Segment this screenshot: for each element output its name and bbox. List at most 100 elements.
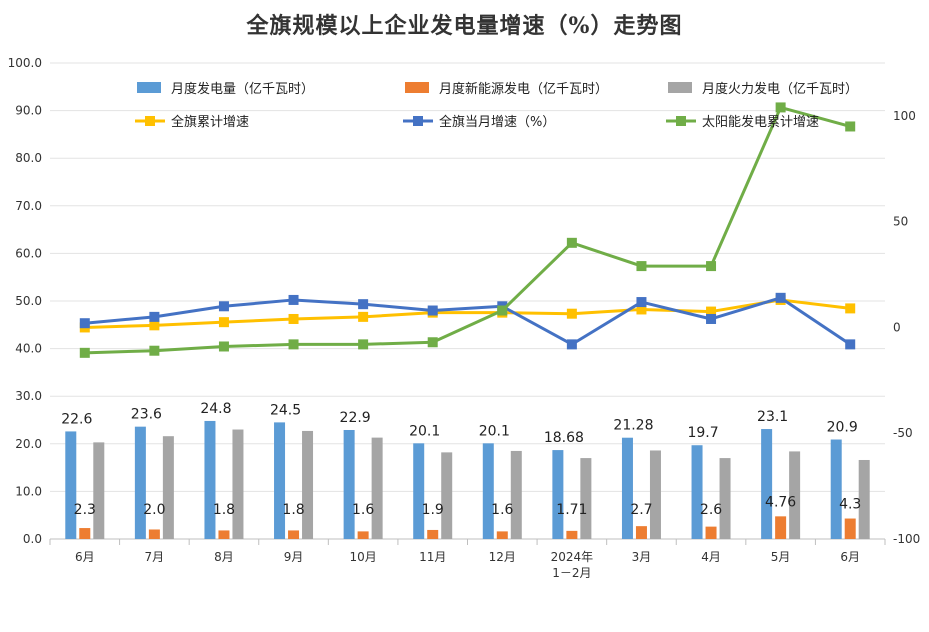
x-axis-tick-label: 5月	[771, 550, 791, 564]
point-marker	[636, 304, 647, 315]
x-axis-tick-label: 3月	[632, 550, 652, 564]
bar	[427, 529, 439, 539]
data-label: 2.3	[74, 502, 96, 518]
bar	[621, 437, 633, 539]
bar	[775, 516, 787, 539]
bar	[218, 530, 230, 539]
bar	[649, 450, 661, 539]
legend-label: 全旗累计增速	[171, 114, 249, 130]
legend-label: 太阳能发电累计增速	[702, 114, 819, 130]
bar	[148, 529, 160, 539]
point-marker	[566, 339, 577, 350]
right-axis-tick-label: 0	[893, 320, 901, 334]
legend-marker	[145, 116, 155, 126]
left-axis-tick-label: 90.0	[15, 104, 42, 118]
data-label: 24.5	[270, 402, 301, 418]
bar	[134, 426, 146, 539]
point-marker	[149, 311, 160, 322]
bar	[357, 531, 369, 539]
x-axis-tick-label: 11月	[419, 550, 446, 564]
series-line	[84, 105, 851, 355]
data-label: 1.9	[422, 502, 444, 518]
bar	[79, 528, 91, 539]
left-axis-tick-label: 40.0	[15, 342, 42, 356]
point-marker	[79, 318, 90, 329]
bar	[288, 530, 300, 539]
x-axis-tick-label: 6月	[840, 550, 860, 564]
data-label: 21.28	[613, 418, 653, 434]
bar	[232, 429, 244, 539]
data-label: 22.9	[340, 410, 371, 426]
point-marker	[149, 345, 160, 356]
bar	[274, 422, 286, 539]
bar	[844, 518, 856, 539]
bar	[302, 430, 314, 539]
chart-title: 全旗规模以上企业发电量增速（%）走势图	[246, 13, 683, 39]
data-label: 1.8	[282, 502, 304, 518]
x-axis-tick-label: 2024年	[551, 550, 594, 564]
bar	[510, 450, 522, 539]
point-marker	[288, 294, 299, 305]
bar	[441, 452, 453, 539]
left-axis-tick-label: 70.0	[15, 199, 42, 213]
x-axis-tick-label: 12月	[489, 550, 516, 564]
bar	[830, 439, 842, 539]
legend-swatch	[405, 82, 429, 93]
point-marker	[845, 121, 856, 132]
data-label: 18.68	[544, 430, 584, 446]
legend-label: 全旗当月增速（%）	[439, 114, 555, 130]
point-marker	[149, 320, 160, 331]
right-axis-tick-label: -100	[893, 532, 920, 546]
point-marker	[218, 317, 229, 328]
data-label: 2.7	[630, 502, 652, 518]
data-label: 24.8	[200, 401, 231, 417]
x-axis-tick-label: 6月	[75, 550, 95, 564]
data-label: 1.6	[491, 502, 513, 518]
bar	[413, 443, 425, 539]
x-axis-tick-label: 4月	[701, 550, 721, 564]
data-label: 4.76	[765, 494, 796, 510]
bar	[204, 420, 216, 539]
point-marker	[706, 313, 717, 324]
bar	[343, 429, 355, 539]
data-label: 23.6	[131, 407, 162, 423]
point-marker	[218, 341, 229, 352]
legend-label: 月度新能源发电（亿千瓦时）	[439, 81, 608, 97]
bar	[482, 443, 494, 539]
x-axis-tick-label: 8月	[214, 550, 234, 564]
point-marker	[358, 299, 369, 310]
data-label: 4.3	[839, 497, 861, 513]
right-axis-tick-label: -50	[893, 426, 913, 440]
point-marker	[775, 292, 786, 303]
bar	[371, 437, 383, 539]
series-line	[84, 296, 852, 346]
point-marker	[79, 347, 90, 358]
data-label: 2.6	[700, 502, 722, 518]
data-label: 23.1	[757, 409, 788, 425]
data-label: 1.71	[556, 502, 587, 518]
left-axis-tick-label: 30.0	[15, 389, 42, 403]
point-marker	[427, 337, 438, 348]
left-axis-tick-label: 0.0	[23, 532, 42, 546]
legend-label: 月度发电量（亿千瓦时）	[171, 81, 314, 97]
point-marker	[566, 237, 577, 248]
bar	[635, 526, 647, 539]
point-marker	[288, 339, 299, 350]
data-label: 1.8	[213, 502, 235, 518]
bar	[552, 450, 564, 539]
legend-marker	[676, 116, 686, 126]
legend-swatch	[668, 82, 692, 93]
bar	[705, 526, 717, 539]
bar	[719, 458, 731, 539]
point-marker	[706, 306, 717, 317]
bar	[580, 458, 592, 539]
right-axis-tick-label: 100	[893, 109, 916, 123]
point-marker	[218, 301, 229, 312]
bar	[93, 442, 105, 539]
data-label: 2.0	[143, 502, 165, 518]
point-marker	[706, 261, 717, 272]
point-marker	[845, 303, 856, 314]
bar	[691, 445, 703, 539]
